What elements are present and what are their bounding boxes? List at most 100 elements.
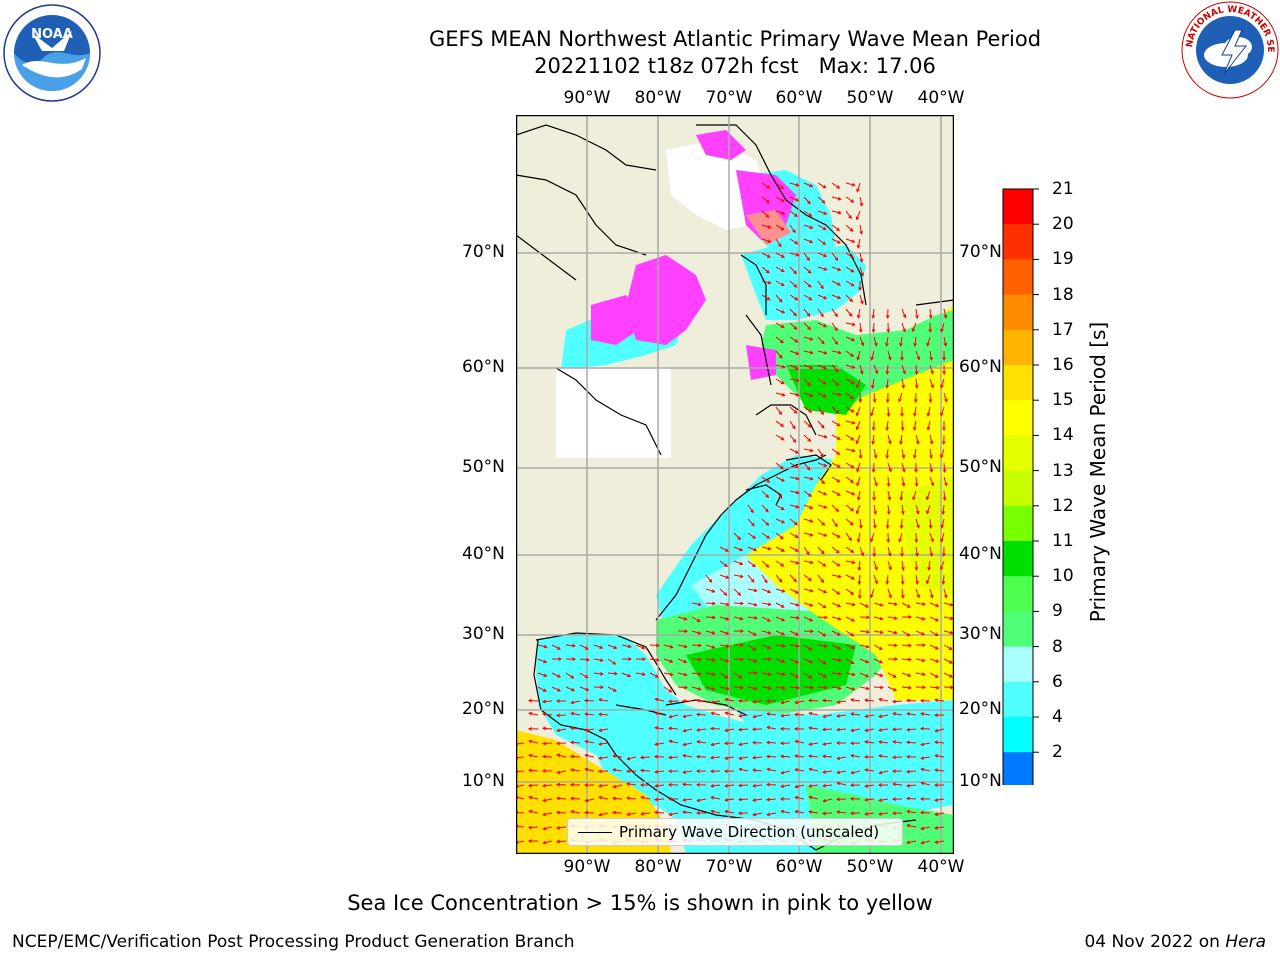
wave-arrow-head — [870, 538, 874, 543]
wave-arrow — [803, 672, 812, 679]
wave-arrow-head — [556, 728, 561, 733]
colorbar-tick: 10 — [1052, 566, 1074, 587]
wave-arrow — [859, 546, 864, 556]
wave-arrow-head — [737, 592, 742, 596]
wave-arrow — [921, 713, 931, 716]
wave-arrow-head — [912, 426, 917, 431]
wave-arrow-head — [780, 185, 785, 190]
wave-arrow-head — [767, 239, 772, 243]
map-legend: Primary Wave Direction (unscaled) — [567, 818, 903, 846]
wave-arrow-head — [859, 202, 864, 207]
wave-arrow-head — [920, 840, 925, 845]
wave-arrow-head — [737, 727, 742, 732]
wave-arrow — [831, 686, 841, 689]
wave-arrow-head — [926, 510, 930, 515]
wave-arrow — [542, 742, 553, 745]
wave-arrow-head — [905, 740, 910, 745]
wave-arrow — [837, 714, 847, 717]
wave-arrow-head — [926, 426, 931, 431]
wave-arrow — [886, 420, 889, 430]
wave-arrow-head — [808, 742, 813, 746]
wave-arrow — [537, 686, 547, 692]
wave-arrow-head — [806, 257, 810, 262]
wave-arrow — [663, 672, 673, 676]
wave-arrow-head — [920, 767, 925, 772]
wave-arrow-head — [795, 590, 800, 594]
wave-arrow — [929, 672, 939, 678]
wave-arrow-head — [794, 296, 799, 301]
wave-arrow — [873, 686, 884, 689]
wave-arrow — [859, 658, 869, 663]
wave-arrow — [845, 294, 853, 302]
wave-arrow-head — [695, 782, 700, 787]
wave-arrow-head — [921, 602, 926, 606]
wave-arrow — [747, 658, 757, 663]
wave-arrow-head — [878, 798, 883, 802]
wave-arrow — [803, 294, 812, 301]
wave-arrow — [915, 616, 925, 620]
wave-arrow-head — [857, 581, 862, 586]
wave-arrow — [697, 741, 707, 744]
wave-arrow — [831, 308, 838, 317]
wave-arrow-head — [767, 546, 772, 551]
wave-arrow-head — [766, 535, 771, 539]
wave-arrow-head — [891, 699, 896, 704]
wave-arrow-head — [795, 198, 800, 202]
wave-arrow-head — [859, 370, 864, 375]
wave-arrow — [901, 448, 905, 458]
wave-arrow-head — [753, 602, 758, 607]
wave-arrow-head — [750, 509, 754, 514]
wave-arrow-head — [753, 659, 758, 663]
wave-arrow-head — [809, 505, 814, 510]
wave-arrow — [940, 560, 945, 570]
wave-arrow — [859, 672, 869, 678]
wave-arrow — [705, 574, 712, 583]
wave-arrow-head — [781, 659, 786, 663]
wave-arrow-head — [908, 685, 912, 690]
wave-arrow-head — [710, 809, 715, 814]
wave-arrow-head — [823, 491, 828, 496]
wave-arrow-head — [906, 632, 911, 637]
wave-arrow-head — [781, 211, 786, 215]
wave-arrow-head — [712, 615, 717, 620]
wave-arrow — [817, 364, 827, 370]
wave-arrow-head — [855, 216, 860, 221]
wave-arrow — [817, 308, 824, 317]
wave-arrow-head — [598, 742, 603, 746]
wave-arrow-head — [915, 440, 920, 445]
wave-arrow — [851, 770, 861, 774]
wave-arrow-head — [778, 578, 783, 583]
wave-arrow-head — [527, 698, 532, 703]
wave-arrow — [831, 532, 841, 538]
wave-arrow-head — [849, 741, 854, 746]
wave-arrow — [579, 644, 589, 650]
wave-arrow-head — [583, 810, 588, 815]
wave-arrow — [733, 616, 743, 620]
wave-arrow-head — [598, 795, 603, 800]
wave-arrow-head — [584, 798, 589, 803]
wave-arrow — [817, 196, 826, 204]
wave-arrow — [817, 224, 826, 231]
colorbar-segment — [1003, 259, 1033, 296]
wave-arrow-head — [907, 673, 912, 677]
wave-arrow-head — [795, 476, 800, 481]
wave-arrow-head — [837, 603, 842, 608]
wave-arrow — [886, 574, 889, 585]
wave-arrow-head — [850, 507, 854, 512]
wave-arrow — [719, 644, 729, 647]
wave-arrow — [817, 490, 827, 496]
wave-arrow — [761, 294, 770, 301]
wave-arrow — [705, 672, 715, 676]
wave-arrow-head — [794, 784, 799, 789]
wave-arrow — [837, 700, 847, 703]
wave-arrow-head — [613, 645, 618, 650]
wave-arrow — [817, 630, 826, 637]
wave-arrow-head — [767, 254, 771, 258]
wave-arrow — [913, 448, 917, 458]
wave-arrow-head — [849, 521, 854, 526]
wave-arrow-head — [667, 755, 672, 760]
wave-arrow — [845, 504, 854, 511]
wave-arrow-head — [766, 725, 771, 730]
wave-arrow-head — [709, 726, 714, 731]
wave-arrow — [831, 392, 841, 396]
